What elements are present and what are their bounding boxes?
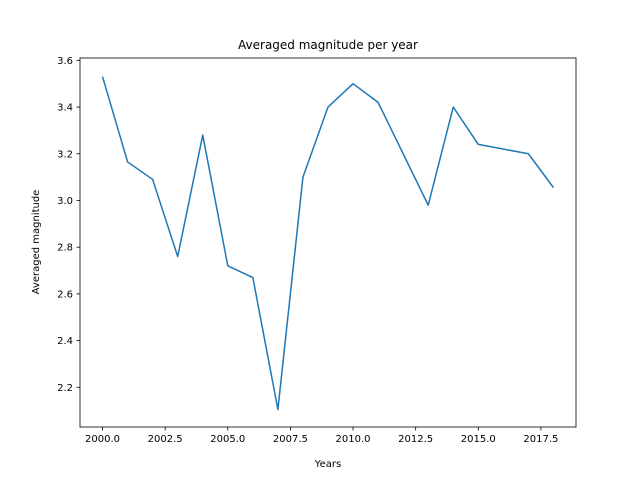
y-tick-label: 3.4 [57, 103, 73, 114]
y-tick-label: 2.6 [57, 289, 73, 300]
y-tick-label: 3.6 [57, 56, 73, 67]
x-tick-label: 2000.0 [85, 434, 120, 445]
y-tick-label: 3.0 [57, 196, 73, 207]
x-tick-label: 2010.0 [336, 434, 371, 445]
y-tick-label: 2.4 [57, 336, 73, 347]
y-tick-label: 3.2 [57, 149, 73, 160]
plot-frame [79, 57, 577, 428]
plot-area: 2000.0 2002.5 2005.0 2007.5 2010.0 2012.5 2015… [57, 56, 577, 445]
x-tick-label: 2005.0 [210, 434, 245, 445]
x-axis-label: Years [314, 459, 341, 470]
chart-title: Averaged magnitude per year [238, 38, 418, 52]
x-tick-label: 2017.5 [523, 434, 558, 445]
series-line-0 [101, 76, 555, 411]
x-tick-label: 2002.5 [148, 434, 183, 445]
x-tick-label: 2012.5 [398, 434, 433, 445]
y-tick-label: 2.8 [57, 243, 73, 254]
y-tick-label: 2.2 [57, 383, 73, 394]
x-tick-label: 2007.5 [273, 434, 308, 445]
x-tick-label: 2015.0 [461, 434, 496, 445]
y-axis-label: Averaged magnitude [31, 190, 42, 295]
